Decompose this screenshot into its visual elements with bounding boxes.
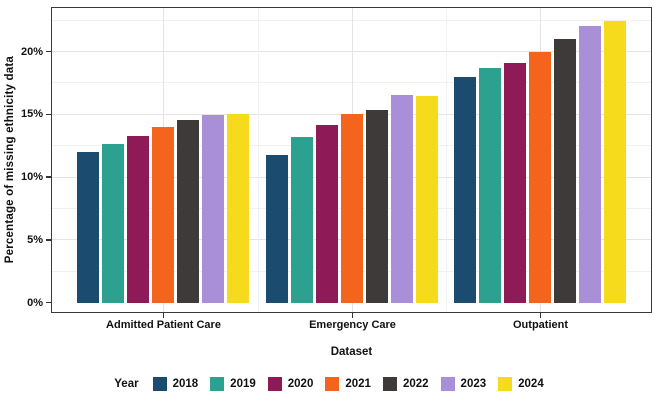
bar-2020 (127, 136, 149, 303)
x-tick-mark (162, 313, 165, 318)
legend-swatch-2020 (267, 377, 282, 391)
legend-item-label: 2019 (230, 378, 256, 390)
legend-swatch-2019 (210, 377, 225, 391)
gridline-vertical-minor (257, 8, 259, 312)
x-tick-label-outpatient: Outpatient (513, 319, 568, 331)
y-tick-mark (46, 239, 51, 241)
gridline-vertical-minor (446, 8, 447, 312)
legend: Year 2018 2019 2020 2021 2022 2023 2024 (0, 369, 658, 399)
bar-2022 (366, 109, 388, 303)
y-tick-mark (46, 176, 51, 178)
legend-item-label: 2020 (287, 378, 314, 390)
bar-2018 (454, 77, 476, 303)
bar-2024 (416, 95, 438, 303)
y-tick-label: 10% (20, 171, 43, 183)
legend-swatch-2023 (440, 377, 455, 391)
legend-swatch-2024 (498, 377, 513, 391)
bar-2022 (554, 39, 576, 303)
legend-item-label: 2018 (172, 378, 199, 390)
bar-2021 (341, 113, 363, 303)
bar-2023 (579, 25, 601, 303)
bar-2023 (202, 114, 224, 303)
legend-swatch-2018 (152, 377, 167, 391)
x-tick-mark (351, 313, 354, 318)
y-tick-mark (46, 113, 51, 115)
y-tick-label: 15% (20, 108, 43, 121)
bar-group-outpatient (454, 20, 626, 303)
legend-title: Year (114, 378, 139, 390)
bar-2022 (177, 119, 199, 303)
bar-2018 (266, 154, 288, 303)
legend-swatch-2022 (382, 377, 397, 391)
y-axis-title: Percentage of missing ethnicity data (4, 56, 16, 264)
y-tick-label: 5% (27, 233, 43, 246)
bar-2018 (77, 152, 99, 303)
legend-item-label: 2023 (460, 378, 487, 390)
legend-item-2024: 2024 (498, 377, 544, 391)
legend-items: 2018 2019 2020 2021 2022 2023 2024 (152, 377, 544, 391)
legend-item-2018: 2018 (152, 377, 199, 391)
bar-group-emergency-care (266, 94, 438, 303)
gridline-major (52, 51, 651, 52)
bar-2019 (291, 137, 313, 303)
y-tick-mark (46, 50, 51, 53)
legend-item-2022: 2022 (382, 377, 429, 391)
bar-2020 (504, 63, 526, 303)
bar-2024 (604, 20, 626, 303)
bar-2020 (316, 124, 338, 303)
legend-item-label: 2024 (518, 378, 544, 390)
gridline-minor (52, 82, 651, 84)
bar-2021 (152, 127, 174, 303)
legend-item-2021: 2021 (325, 377, 371, 391)
x-tick-label-admitted-patient-care: Admitted Patient Care (106, 319, 221, 331)
plot-panel (51, 7, 652, 313)
bar-group-admitted-patient-care (77, 113, 249, 303)
legend-item-label: 2022 (402, 378, 429, 390)
bar-2024 (227, 113, 249, 303)
bar-2019 (479, 68, 501, 303)
legend-item-2020: 2020 (267, 377, 314, 391)
legend-item-2023: 2023 (440, 377, 487, 391)
bar-2019 (102, 143, 124, 303)
legend-swatch-2021 (325, 377, 340, 391)
y-tick-label: 0% (27, 296, 43, 309)
legend-item-2019: 2019 (210, 377, 256, 391)
legend-item-label: 2021 (345, 378, 371, 390)
x-axis-title: Dataset (330, 346, 373, 358)
y-tick-mark (46, 301, 51, 304)
x-tick-mark (539, 313, 542, 318)
bar-2023 (391, 94, 413, 303)
y-tick-label: 20% (20, 45, 43, 58)
bar-2021 (529, 52, 551, 303)
x-tick-label-emergency-care: Emergency Care (309, 319, 396, 331)
gridline-minor (52, 19, 651, 21)
